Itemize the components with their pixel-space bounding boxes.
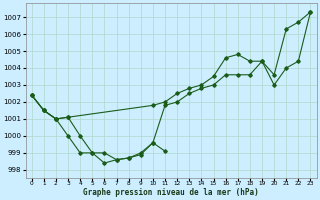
X-axis label: Graphe pression niveau de la mer (hPa): Graphe pression niveau de la mer (hPa) [83, 188, 259, 197]
